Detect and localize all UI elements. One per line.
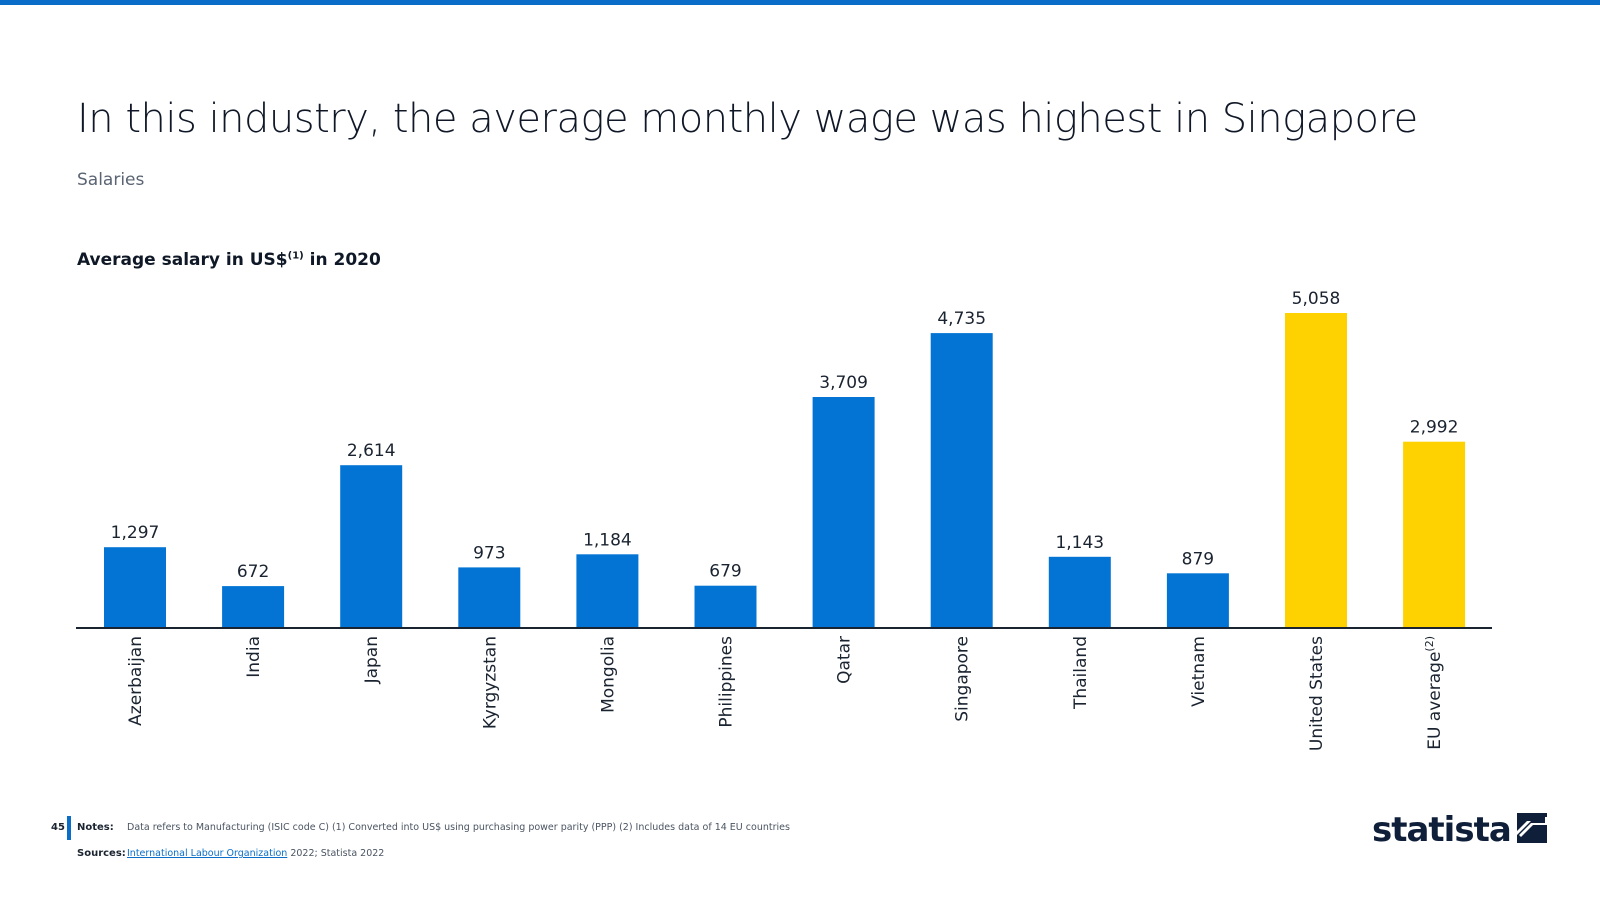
- value-label: 5,058: [1292, 289, 1341, 309]
- category-label: Thailand: [1071, 636, 1091, 710]
- chart-heading: Average salary in US$(1) in 2020: [77, 250, 381, 270]
- bar-kyrgyzstan[interactable]: [458, 567, 521, 628]
- chart-heading-text: Average salary in US$: [77, 250, 288, 270]
- value-label: 1,184: [583, 530, 632, 550]
- value-label: 2,614: [347, 441, 396, 461]
- bar-singapore[interactable]: [930, 333, 993, 628]
- category-label: Mongolia: [598, 636, 618, 713]
- footer: 45 Notes: Data refers to Manufacturing (…: [0, 810, 1600, 890]
- sources-label: Sources:: [77, 848, 126, 859]
- category-label: EU average(2): [1423, 636, 1445, 750]
- bar-japan[interactable]: [340, 465, 403, 628]
- brand-wordmark: statista: [1372, 810, 1512, 850]
- footer-accent-bar: [67, 816, 71, 840]
- value-label: 3,709: [819, 373, 868, 393]
- bar-india[interactable]: [222, 586, 285, 628]
- category-label: Azerbaijan: [126, 636, 146, 726]
- category-label: Philippines: [717, 636, 737, 728]
- chart-heading-suffix: in 2020: [303, 250, 381, 270]
- page-number: 45: [51, 822, 65, 833]
- bar-eu-average[interactable]: [1403, 441, 1466, 628]
- bar-qatar[interactable]: [812, 397, 875, 628]
- value-label: 2,992: [1410, 418, 1459, 438]
- sources-text: International Labour Organization 2022; …: [127, 848, 384, 859]
- value-label: 672: [237, 562, 269, 582]
- bar-chart: 1,297 Azerbaijan 672 India 2,614 Japan 973 Kyrg…: [76, 289, 1492, 751]
- value-label: 679: [709, 562, 741, 582]
- value-label: 1,297: [111, 523, 160, 543]
- sources-link[interactable]: International Labour Organization: [127, 848, 288, 859]
- notes-label: Notes:: [77, 822, 114, 833]
- bar-azerbaijan[interactable]: [104, 547, 166, 628]
- bar-philippines[interactable]: [694, 585, 757, 628]
- bar-thailand[interactable]: [1048, 556, 1111, 628]
- notes-text: Data refers to Manufacturing (ISIC code …: [127, 822, 790, 833]
- bar-united-states[interactable]: [1285, 313, 1347, 628]
- bar-vietnam[interactable]: [1166, 573, 1229, 628]
- category-label: Japan: [362, 636, 382, 684]
- bar-mongolia[interactable]: [576, 554, 639, 628]
- category-label: Qatar: [835, 636, 855, 684]
- category-label: Vietnam: [1189, 636, 1209, 707]
- sources-rest: 2022; Statista 2022: [287, 848, 385, 859]
- value-label: 973: [473, 543, 505, 563]
- chart-heading-note: (1): [287, 250, 304, 262]
- page-title: In this industry, the average monthly wa…: [77, 96, 1418, 142]
- top-accent-bar: [0, 0, 1600, 5]
- category-note: (2): [1423, 636, 1436, 652]
- value-label: 879: [1182, 549, 1214, 569]
- statista-logo-icon: [1516, 813, 1547, 847]
- page-subtitle: Salaries: [77, 170, 145, 190]
- statista-logo[interactable]: statista: [1372, 810, 1547, 850]
- value-label: 1,143: [1055, 533, 1104, 553]
- category-label: India: [244, 636, 264, 678]
- category-label: Singapore: [953, 636, 973, 722]
- category-label: United States: [1307, 636, 1327, 751]
- value-label: 4,735: [937, 309, 986, 329]
- category-label: Kyrgyzstan: [480, 636, 500, 729]
